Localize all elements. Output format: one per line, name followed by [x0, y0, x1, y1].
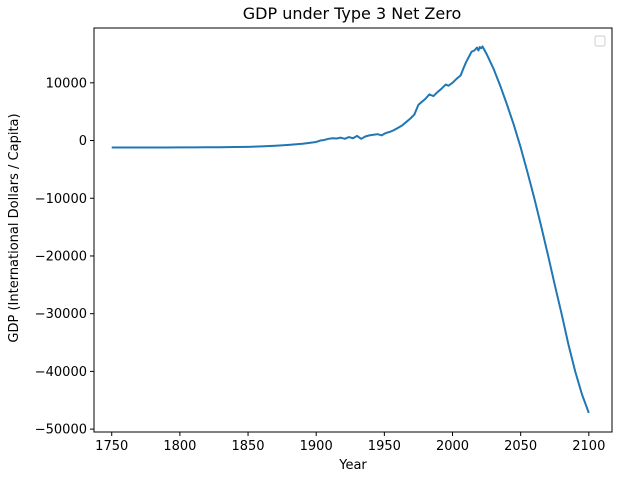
y-tick-label: −30000: [35, 307, 87, 322]
x-tick-label: 1850: [231, 439, 264, 454]
y-tick-label: −20000: [35, 249, 87, 264]
gdp-series-line: [111, 45, 590, 414]
y-tick-label: −10000: [35, 192, 87, 207]
x-tick-label: 2050: [504, 439, 537, 454]
y-tick-label: −40000: [35, 365, 87, 380]
y-tick-label: −50000: [35, 423, 87, 438]
x-tick-label: 1750: [95, 439, 128, 454]
y-axis-label: GDP (International Dollars / Capita): [7, 113, 22, 342]
x-tick-label: 2000: [436, 439, 469, 454]
plot-frame: [93, 27, 613, 433]
x-tick-label: 1900: [300, 439, 333, 454]
y-tick-label: 0: [79, 134, 87, 149]
legend: [594, 35, 606, 47]
y-tick-label: 10000: [46, 76, 87, 91]
x-axis-label: Year: [338, 458, 367, 473]
x-tick-label: 1800: [163, 439, 196, 454]
y-axis-ticks: −50000 −40000 −30000 −20000 −10000 0 10000: [35, 76, 94, 438]
x-tick-label: 1950: [368, 439, 401, 454]
x-axis-ticks: 1750 1800 1850 1900 1950 2000 2050 2100: [95, 432, 605, 454]
series-layer: [111, 45, 590, 414]
chart-title: GDP under Type 3 Net Zero: [243, 4, 462, 23]
x-tick-label: 2100: [572, 439, 605, 454]
